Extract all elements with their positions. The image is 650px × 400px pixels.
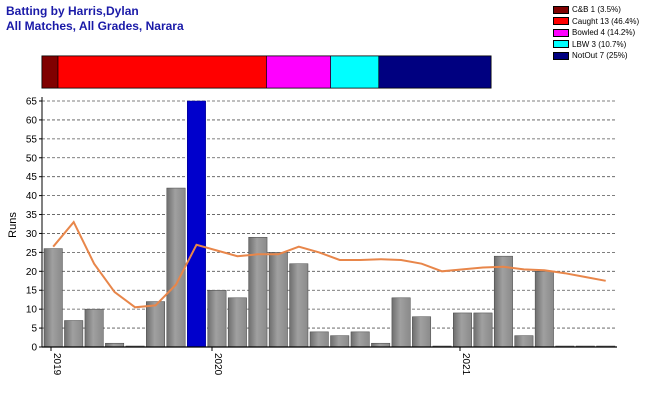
bar	[473, 312, 493, 348]
legend-item: Bowled 4 (14.2%)	[553, 28, 635, 37]
chart-title: Batting by Harris,Dylan	[6, 4, 139, 18]
dismissal-segment-notout	[378, 55, 492, 89]
legend-label: Caught 13 (46.4%)	[572, 16, 640, 26]
x-tick-label: 2019	[51, 353, 62, 376]
bar	[227, 297, 247, 348]
y-axis-label: Runs	[7, 212, 19, 238]
dismissal-segment-cb	[41, 55, 59, 89]
legend-label: Bowled 4 (14.2%)	[572, 28, 636, 37]
y-tick-label: 55	[26, 134, 38, 145]
legend-item: Caught 13 (46.4%)	[553, 17, 639, 26]
axes: 0 5 10 15 20 25 30 35 40 45 50 55 60 65 2019 2020 2021	[26, 97, 617, 376]
bar	[43, 248, 63, 348]
dismissal-bar	[41, 55, 492, 89]
x-tick-label: 2020	[212, 353, 223, 376]
bar	[64, 320, 84, 348]
average-line-path	[52, 220, 606, 309]
dismissal-segment-bowled	[266, 55, 331, 89]
y-tick-label: 10	[26, 305, 38, 316]
y-tick-label: 30	[26, 229, 38, 240]
bar	[350, 331, 370, 348]
grid	[42, 100, 617, 329]
bar	[207, 289, 227, 348]
legend-swatch	[553, 5, 569, 14]
legend-swatch	[553, 17, 569, 26]
legend-label: NotOut 7 (25%)	[572, 51, 628, 60]
y-tick-label: 25	[26, 248, 38, 259]
legend-item: NotOut 7 (25%)	[553, 51, 628, 60]
bar	[412, 316, 432, 348]
legend-label: LBW 3 (10.7%)	[572, 39, 627, 49]
bar	[514, 335, 534, 348]
bar	[84, 308, 104, 348]
y-tick-label: 65	[26, 97, 38, 108]
y-tick-label: 0	[31, 343, 37, 354]
dismissal-segment-caught	[57, 55, 267, 89]
bar	[391, 297, 411, 348]
bar	[166, 187, 186, 348]
y-tick-label: 50	[26, 153, 38, 164]
bar	[268, 252, 288, 348]
y-tick-label: 5	[31, 324, 37, 335]
average-line	[52, 220, 606, 309]
bar	[330, 335, 350, 348]
dismissal-segment-lbw	[330, 55, 380, 89]
bars	[43, 100, 616, 348]
y-tick-label: 15	[26, 286, 38, 297]
y-tick-label: 60	[26, 115, 38, 126]
y-tick-label: 35	[26, 210, 38, 221]
bar	[493, 255, 513, 348]
bar	[187, 100, 206, 348]
legend-label: C&B 1 (3.5%)	[572, 5, 621, 14]
legend-swatch	[553, 40, 569, 49]
x-tick-label: 2021	[460, 353, 471, 376]
bar	[289, 263, 309, 348]
legend-swatch	[553, 28, 569, 37]
y-tick-label: 40	[26, 191, 38, 202]
y-tick-label: 20	[26, 267, 38, 278]
legend-item: LBW 3 (10.7%)	[553, 40, 626, 49]
bar	[534, 271, 554, 348]
bar	[453, 312, 472, 348]
bar	[146, 301, 165, 348]
bar	[309, 331, 329, 348]
y-tick-label: 45	[26, 172, 38, 183]
chart-subtitle: All Matches, All Grades, Narara	[6, 19, 184, 33]
legend-item: C&B 1 (3.5%)	[553, 5, 621, 14]
legend-swatch	[553, 51, 569, 60]
